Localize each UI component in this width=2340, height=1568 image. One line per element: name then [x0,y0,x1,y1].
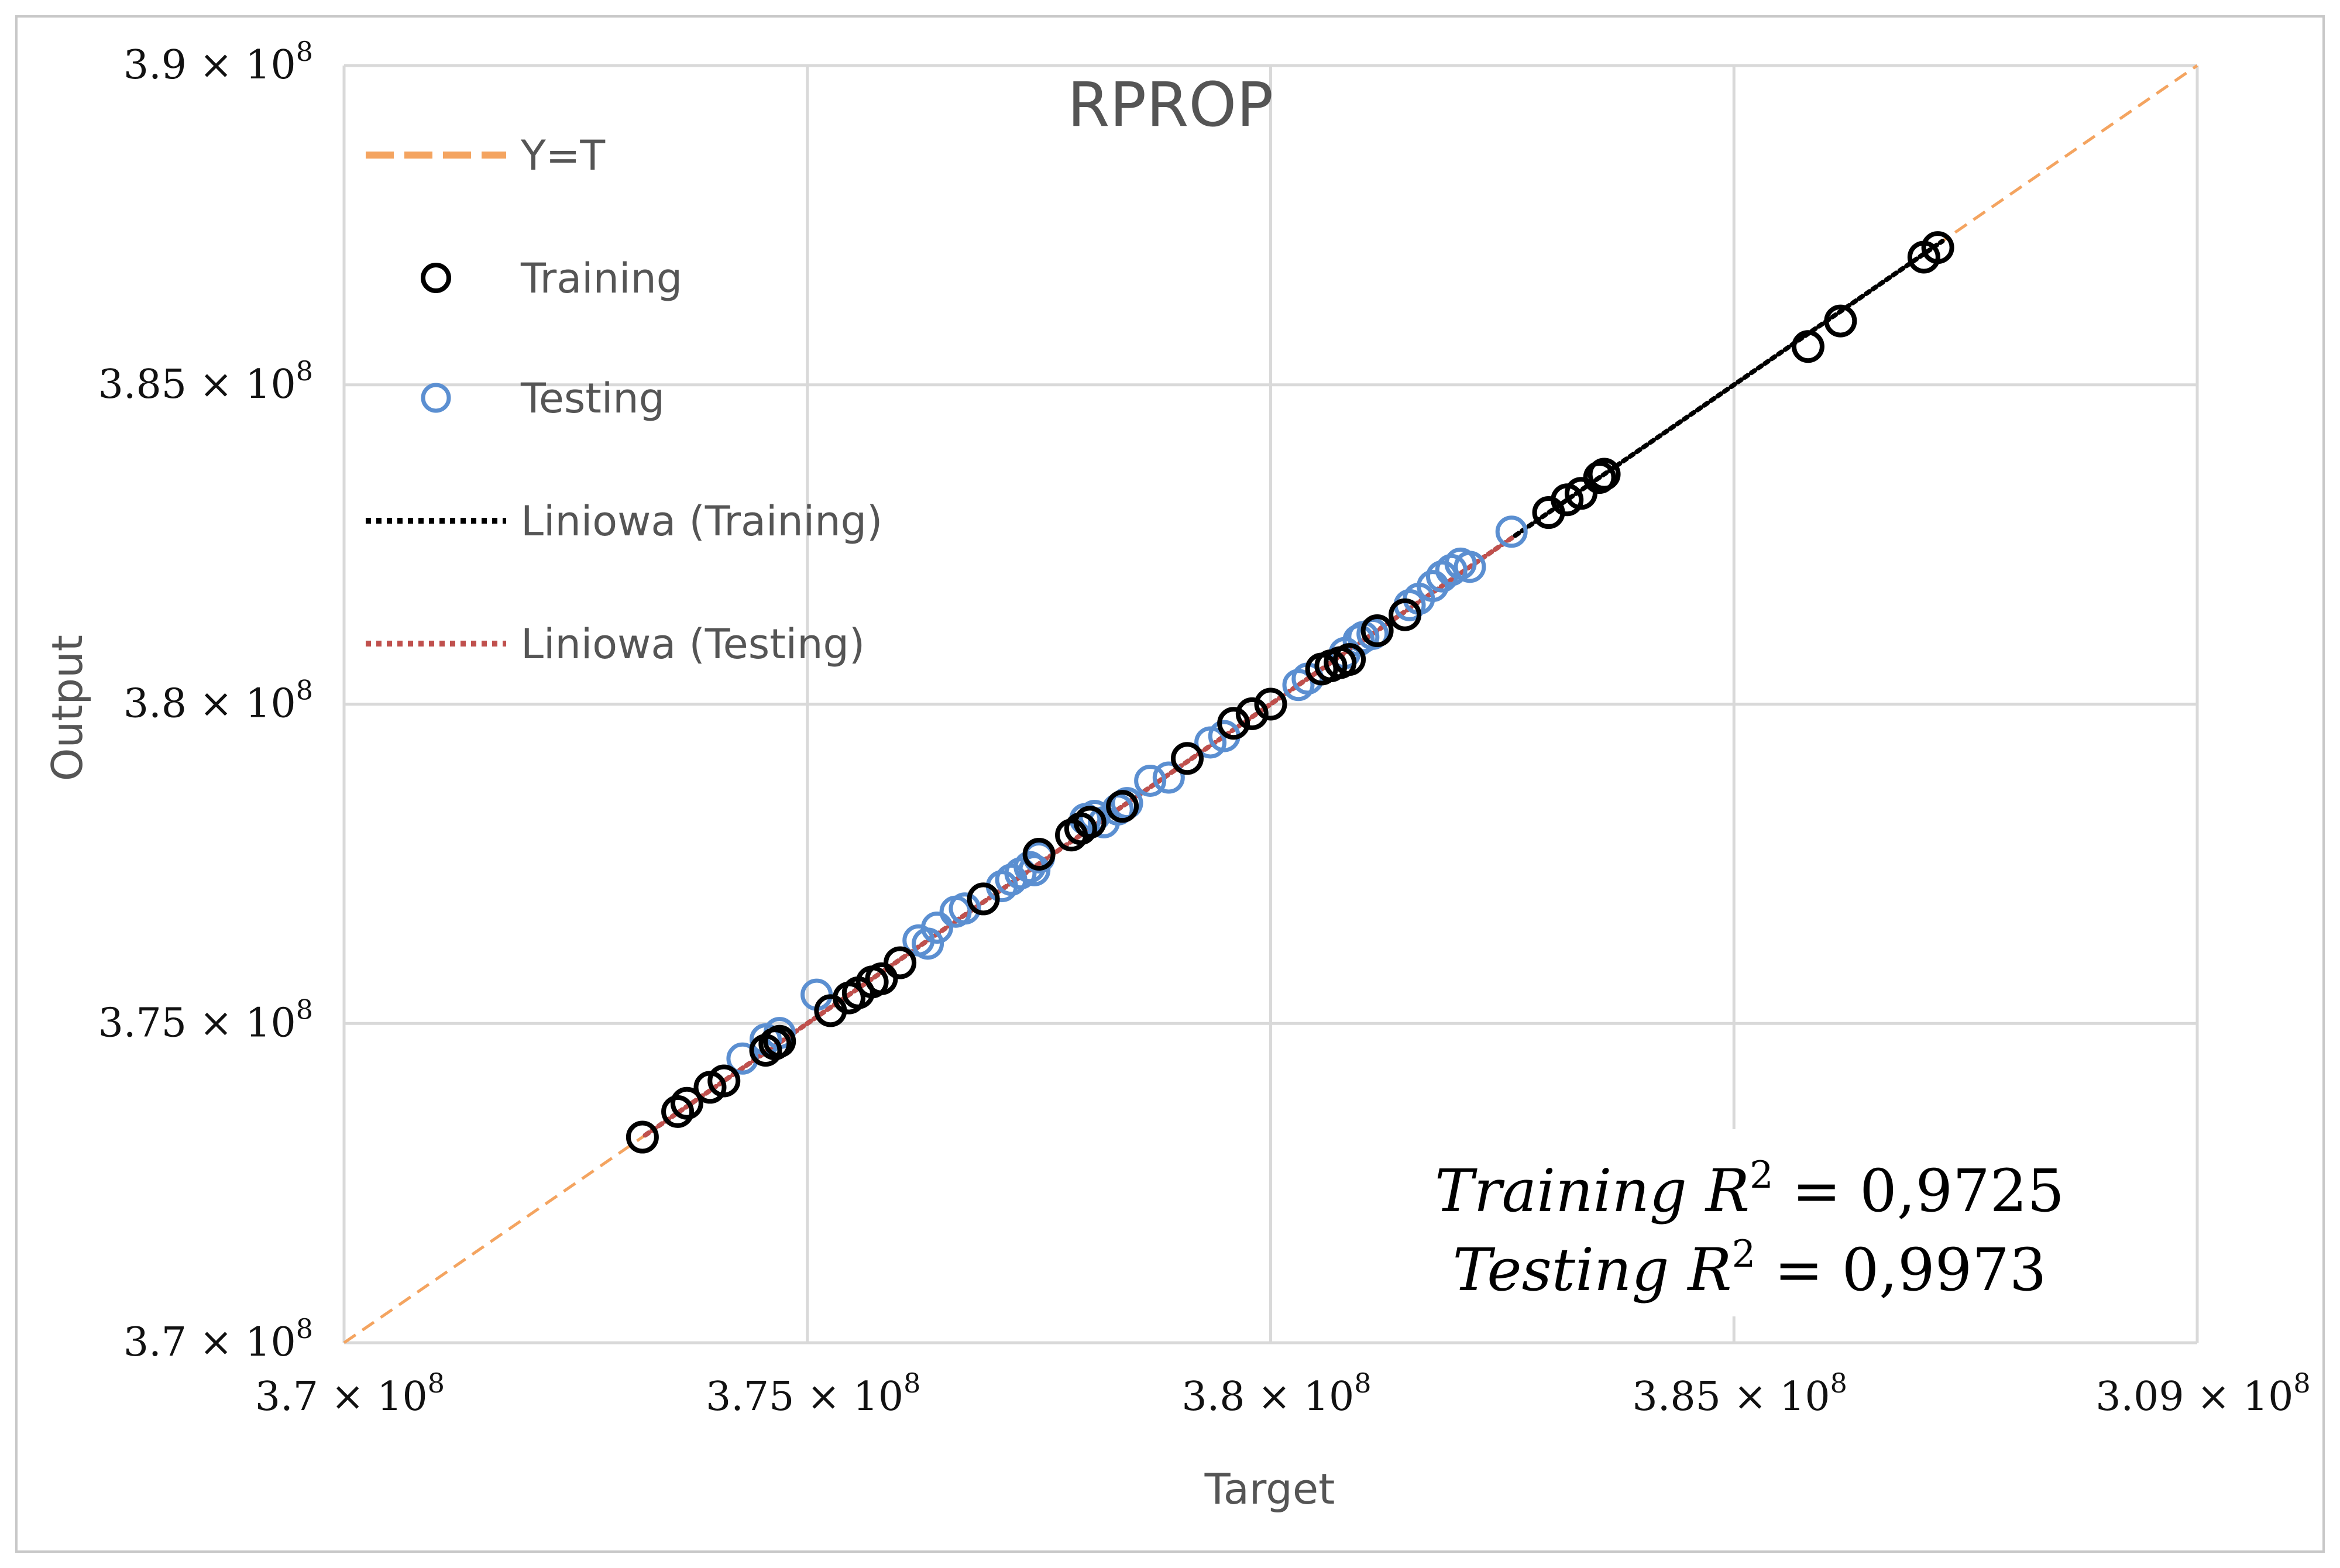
testing-point-32 [1417,570,1449,603]
testing-point-8 [949,892,981,925]
testing-point-36 [1454,551,1486,583]
training-point-2 [670,1086,703,1120]
training-point-21 [1217,707,1250,740]
training-r2-name: Training R [1435,1157,1750,1225]
legend-training-marker [421,263,451,293]
y-tick-label-0: 3.7 × 108 [123,1313,313,1366]
chart-title: RPROP [1067,69,1273,140]
grid-lines [342,64,2199,1345]
y-tick-exponent-4: 8 [296,36,313,67]
training-point-38 [1921,231,1954,264]
legend-training-label: Training [520,255,682,302]
x-tick-exponent-0: 8 [428,1367,445,1399]
testing-point-37 [1495,515,1528,548]
legend-liniowa-training-label: Liniowa (Training) [521,497,882,545]
x-tick-mantissa-2: 3.8 × 10 [1181,1374,1354,1420]
x-axis-tick-labels: 3.7 × 108 3.75 × 108 3.8 × 108 3.85 × 108 3.… [255,1367,2311,1420]
training-point-34 [1588,458,1621,491]
x-tick-exponent-3: 8 [1830,1367,1847,1399]
training-point-35 [1791,330,1824,363]
legend-yt-label: Y=T [520,132,605,180]
y-axis-title: Output [43,635,92,781]
training-point-29 [1389,598,1422,631]
training-point-23 [1254,687,1287,721]
y-tick-exponent-0: 8 [296,1313,313,1345]
x-tick-label-3: 3.85 × 108 [1633,1367,1847,1420]
x-tick-exponent-1: 8 [903,1367,920,1399]
r2-annotation: Training R2 = 0,9725 Testing R2 = 0,9973 [1416,1129,2112,1316]
training-r2-text: Training R2 = 0,9725 [1435,1154,2064,1225]
y-tick-mantissa-0: 3.7 × 10 [123,1319,296,1366]
y-tick-exponent-3: 8 [296,355,313,387]
legend-testing-label: Testing [520,374,665,422]
y-tick-mantissa-1: 3.75 × 10 [98,1000,296,1046]
y-tick-label-4: 3.9 × 108 [123,36,313,88]
training-point-1 [661,1095,695,1128]
training-point-15 [1022,838,1056,871]
training-point-4 [707,1064,741,1098]
r2-background [1416,1129,2112,1316]
x-tick-mantissa-3: 3.85 × 10 [1633,1374,1830,1420]
testing-r2-name: Testing R [1452,1236,1731,1304]
testing-r2-text: Testing R2 = 0,9973 [1452,1233,2046,1304]
testing-point-6 [920,912,953,944]
testing-point-20 [1134,764,1167,797]
y-tick-label-3: 3.85 × 108 [98,355,313,408]
training-point-36 [1824,304,1857,338]
training-point-27 [1333,643,1366,676]
x-axis-title: Target [1204,1464,1335,1514]
y-tick-mantissa-3: 3.85 × 10 [98,362,296,408]
x-tick-exponent-2: 8 [1354,1367,1371,1399]
y-tick-exponent-1: 8 [296,993,313,1025]
training-point-13 [884,946,917,979]
x-tick-label-0: 3.7 × 108 [255,1367,445,1420]
x-tick-mantissa-0: 3.7 × 10 [255,1374,428,1420]
y-tick-mantissa-2: 3.8 × 10 [123,681,296,727]
x-tick-label-4: 3.09 × 108 [2095,1367,2310,1420]
y-tick-exponent-2: 8 [296,675,313,706]
legend-liniowa-testing-label: Liniowa (Testing) [521,620,865,668]
training-point-19 [1106,790,1139,823]
training-r2-sup: 2 [1750,1154,1774,1197]
training-point-28 [1360,614,1394,647]
training-point-32 [1564,477,1597,510]
y-tick-mantissa-4: 3.9 × 10 [123,42,296,88]
training-point-20 [1170,742,1204,775]
testing-point-5 [912,927,944,960]
y-tick-label-1: 3.75 × 108 [98,993,313,1046]
legend: Y=T Training Testing Liniowa (Training) … [366,132,882,668]
training-point-0 [626,1120,659,1154]
testing-point-21 [1152,761,1185,794]
training-point-14 [967,882,1000,916]
x-tick-mantissa-1: 3.75 × 10 [706,1374,903,1420]
x-tick-exponent-4: 8 [2293,1367,2310,1399]
training-point-18 [1073,806,1107,839]
legend-testing-marker [421,383,451,413]
testing-r2-sup: 2 [1732,1233,1756,1276]
x-tick-mantissa-4: 3.09 × 10 [2095,1374,2293,1420]
chart-border [15,15,2325,1553]
x-tick-label-2: 3.8 × 108 [1181,1367,1371,1420]
y-tick-label-2: 3.8 × 108 [123,675,313,727]
training-r2-value: = 0,9725 [1774,1157,2064,1225]
testing-r2-value: = 0,9973 [1755,1236,2046,1304]
training-point-12 [865,962,898,995]
data-points [626,231,1954,1154]
x-tick-label-1: 3.75 × 108 [706,1367,920,1420]
training-point-7 [763,1024,796,1058]
training-point-22 [1235,697,1269,730]
